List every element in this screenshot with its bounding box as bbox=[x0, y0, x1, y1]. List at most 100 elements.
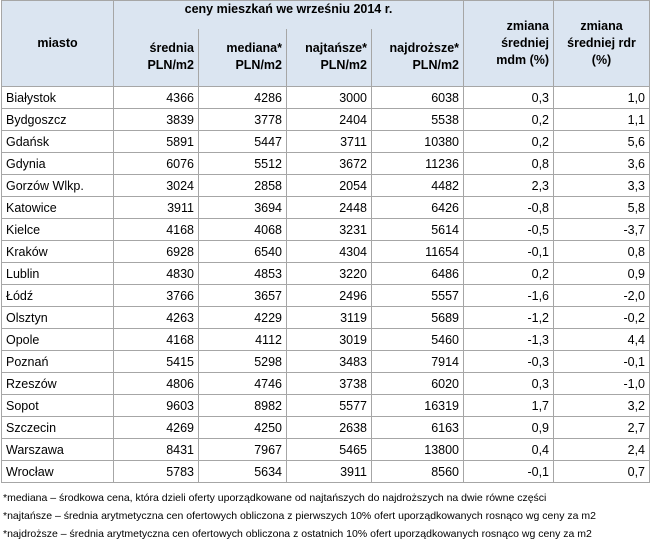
value-cell: 0,9 bbox=[463, 416, 555, 439]
table-row: Olsztyn 4263 4229 3119 5689 -1,2 -0,2 bbox=[1, 306, 650, 329]
table-row: Szczecin 4269 4250 2638 6163 0,9 2,7 bbox=[1, 416, 650, 439]
city-cell: Olsztyn bbox=[1, 306, 114, 329]
table-row: Poznań 5415 5298 3483 7914 -0,3 -0,1 bbox=[1, 350, 650, 373]
table-row: Kraków 6928 6540 4304 11654 -0,1 0,8 bbox=[1, 240, 650, 263]
group-header: ceny mieszkań we wrześniu 2014 r. bbox=[112, 0, 465, 29]
column-header: zmiana średniej mdm (%) bbox=[463, 0, 555, 87]
price-table: miasto ceny mieszkań we wrześniu 2014 r.… bbox=[1, 0, 650, 483]
value-cell: 4853 bbox=[198, 262, 287, 285]
city-cell: Gdańsk bbox=[1, 130, 114, 153]
value-cell: 3,3 bbox=[553, 174, 650, 197]
value-cell: 3024 bbox=[113, 174, 199, 197]
value-cell: 4068 bbox=[198, 218, 287, 241]
value-cell: 0,9 bbox=[553, 262, 650, 285]
value-cell: 4269 bbox=[113, 416, 199, 439]
table-row: Wrocław 5783 5634 3911 8560 -0,1 0,7 bbox=[1, 460, 650, 483]
value-cell: 8431 bbox=[113, 438, 199, 461]
value-cell: 1,1 bbox=[553, 108, 650, 131]
column-header: najtańsze* PLN/m2 bbox=[286, 28, 372, 87]
value-cell: -3,7 bbox=[553, 218, 650, 241]
value-cell: 0,7 bbox=[553, 460, 650, 483]
value-cell: 4806 bbox=[113, 372, 199, 395]
value-cell: 5577 bbox=[286, 394, 372, 417]
value-cell: -0,8 bbox=[463, 196, 555, 219]
value-cell: -2,0 bbox=[553, 284, 650, 307]
value-cell: 5,6 bbox=[553, 130, 650, 153]
column-header: mediana* PLN/m2 bbox=[198, 28, 287, 87]
value-cell: 4746 bbox=[198, 372, 287, 395]
value-cell: 6038 bbox=[370, 86, 465, 109]
city-cell: Wrocław bbox=[1, 460, 114, 483]
value-cell: 13800 bbox=[370, 438, 465, 461]
value-cell: 3657 bbox=[198, 284, 287, 307]
value-cell: 0,3 bbox=[463, 86, 555, 109]
value-cell: -0,1 bbox=[463, 240, 555, 263]
value-cell: 2496 bbox=[286, 284, 372, 307]
value-cell: 10380 bbox=[370, 130, 465, 153]
value-cell: 8560 bbox=[370, 460, 465, 483]
value-cell: 2,3 bbox=[463, 174, 555, 197]
value-cell: 5447 bbox=[198, 130, 287, 153]
value-cell: 0,2 bbox=[463, 262, 555, 285]
table-body: Białystok 4366 4286 3000 6038 0,3 1,0 Bydgoszcz… bbox=[1, 86, 650, 483]
value-cell: 4366 bbox=[113, 86, 199, 109]
city-cell: Poznań bbox=[1, 350, 114, 373]
table-row: Gdańsk 5891 5447 3711 10380 0,2 5,6 bbox=[1, 130, 650, 153]
value-cell: 5783 bbox=[113, 460, 199, 483]
value-cell: 3,2 bbox=[553, 394, 650, 417]
table-row: Sopot 9603 8982 5577 16319 1,7 3,2 bbox=[1, 394, 650, 417]
city-cell: Rzeszów bbox=[1, 372, 114, 395]
value-cell: 2858 bbox=[198, 174, 287, 197]
table-row: Gorzów Wlkp. 3024 2858 2054 4482 2,3 3,3 bbox=[1, 174, 650, 197]
value-cell: 6426 bbox=[370, 196, 465, 219]
footnote: *najtańsze – średnia arytmetyczna cen of… bbox=[3, 510, 596, 522]
city-cell: Szczecin bbox=[1, 416, 114, 439]
value-cell: 5634 bbox=[198, 460, 287, 483]
value-cell: 3672 bbox=[286, 152, 372, 175]
table-row: Łódź 3766 3657 2496 5557 -1,6 -2,0 bbox=[1, 284, 650, 307]
value-cell: 6076 bbox=[113, 152, 199, 175]
value-cell: 6486 bbox=[370, 262, 465, 285]
column-header: zmiana średniej rdr (%) bbox=[553, 0, 650, 87]
city-cell: Warszawa bbox=[1, 438, 114, 461]
value-cell: 5512 bbox=[198, 152, 287, 175]
value-cell: 1,7 bbox=[463, 394, 555, 417]
city-cell: Gorzów Wlkp. bbox=[1, 174, 114, 197]
value-cell: 3911 bbox=[286, 460, 372, 483]
value-cell: -0,2 bbox=[553, 306, 650, 329]
value-cell: -1,6 bbox=[463, 284, 555, 307]
footnote: *najdroższe – średnia arytmetyczna cen o… bbox=[3, 528, 592, 540]
value-cell: 4286 bbox=[198, 86, 287, 109]
value-cell: 3483 bbox=[286, 350, 372, 373]
value-cell: 8982 bbox=[198, 394, 287, 417]
value-cell: 0,8 bbox=[463, 152, 555, 175]
value-cell: -0,5 bbox=[463, 218, 555, 241]
value-cell: 0,2 bbox=[463, 130, 555, 153]
value-cell: -0,1 bbox=[463, 460, 555, 483]
value-cell: 2448 bbox=[286, 196, 372, 219]
value-cell: 3694 bbox=[198, 196, 287, 219]
table-row: Lublin 4830 4853 3220 6486 0,2 0,9 bbox=[1, 262, 650, 285]
table-row: Opole 4168 4112 3019 5460 -1,3 4,4 bbox=[1, 328, 650, 351]
value-cell: 5689 bbox=[370, 306, 465, 329]
value-cell: 2054 bbox=[286, 174, 372, 197]
value-cell: 0,3 bbox=[463, 372, 555, 395]
value-cell: -1,0 bbox=[553, 372, 650, 395]
value-cell: 3119 bbox=[286, 306, 372, 329]
value-cell: 6540 bbox=[198, 240, 287, 263]
value-cell: 4482 bbox=[370, 174, 465, 197]
value-cell: 3019 bbox=[286, 328, 372, 351]
value-cell: 5891 bbox=[113, 130, 199, 153]
value-cell: 6163 bbox=[370, 416, 465, 439]
value-cell: -1,3 bbox=[463, 328, 555, 351]
city-cell: Białystok bbox=[1, 86, 114, 109]
value-cell: 4112 bbox=[198, 328, 287, 351]
table-row: Rzeszów 4806 4746 3738 6020 0,3 -1,0 bbox=[1, 372, 650, 395]
value-cell: 3711 bbox=[286, 130, 372, 153]
value-cell: 5614 bbox=[370, 218, 465, 241]
city-cell: Bydgoszcz bbox=[1, 108, 114, 131]
value-cell: 2,7 bbox=[553, 416, 650, 439]
value-cell: 3220 bbox=[286, 262, 372, 285]
value-cell: 3231 bbox=[286, 218, 372, 241]
